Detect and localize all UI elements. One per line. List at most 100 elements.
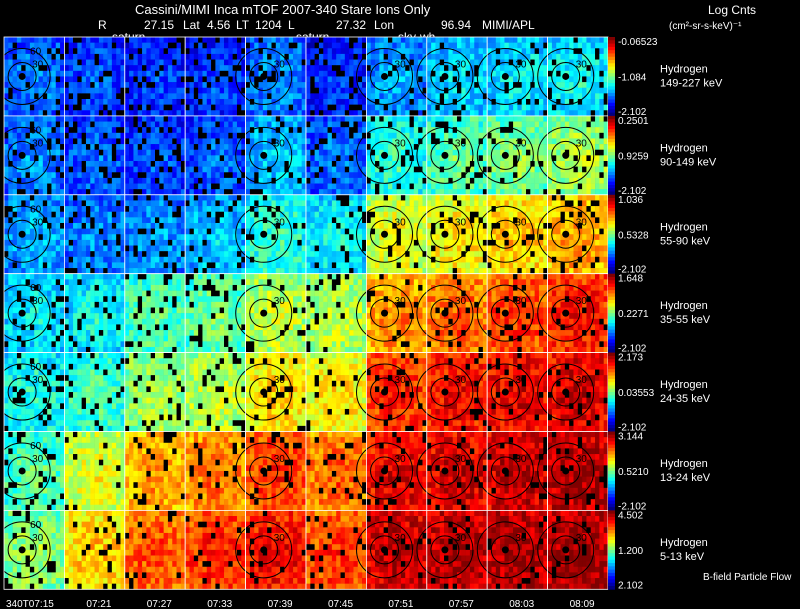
heatmap-cell <box>569 183 574 190</box>
heatmap-cell <box>387 53 393 60</box>
heatmap-cell <box>47 251 52 258</box>
heatmap-cell <box>116 155 121 162</box>
heatmap-cell <box>103 93 108 100</box>
heatmap-cell <box>107 268 113 274</box>
heatmap-cell <box>155 251 160 258</box>
heatmap-cell <box>280 110 285 117</box>
heatmap-cell <box>219 59 225 66</box>
heatmap-cell <box>508 42 514 49</box>
heatmap-cell <box>336 37 341 43</box>
heatmap-cell <box>120 217 126 224</box>
heatmap-cell <box>569 53 574 60</box>
heatmap-cell <box>280 76 285 83</box>
heatmap-cell <box>336 87 341 94</box>
heatmap-cell <box>306 172 311 179</box>
heatmap-cell <box>198 37 203 43</box>
heatmap-cell <box>29 37 35 43</box>
heatmap-cell <box>310 160 315 167</box>
heatmap-cell <box>124 239 130 246</box>
heatmap-cell <box>448 155 453 162</box>
heatmap-cell <box>249 262 255 269</box>
heatmap-cell <box>577 93 583 100</box>
heatmap-cell <box>16 155 22 162</box>
heatmap-cell <box>116 194 121 201</box>
heatmap-cell <box>176 132 182 139</box>
heatmap-cell <box>245 262 251 269</box>
heatmap-cell <box>98 189 104 196</box>
heatmap-cell <box>465 155 471 162</box>
heatmap-cell <box>133 42 139 49</box>
heatmap-cell <box>236 228 242 235</box>
heatmap-cell <box>241 217 246 224</box>
heatmap-cell <box>94 59 100 66</box>
heatmap-cell <box>262 127 268 134</box>
heatmap-cell <box>219 206 225 213</box>
heatmap-cell <box>513 177 518 184</box>
heatmap-cell <box>73 59 78 66</box>
heatmap-cell <box>582 160 587 167</box>
heatmap-cell <box>219 53 225 60</box>
heatmap-cell <box>577 37 583 43</box>
heatmap-cell <box>258 222 264 229</box>
heatmap-cell <box>55 268 61 274</box>
heatmap-cell <box>150 217 156 224</box>
heatmap-cell <box>564 160 570 167</box>
heatmap-cell <box>487 104 492 111</box>
heatmap-cell <box>267 121 272 128</box>
heatmap-cell <box>12 48 18 55</box>
heatmap-cell <box>185 87 190 94</box>
heatmap-cell <box>469 172 475 179</box>
heatmap-cell <box>547 76 553 83</box>
heatmap-cell <box>469 98 475 105</box>
heatmap-cell <box>331 53 337 60</box>
heatmap-cell <box>482 149 488 156</box>
heatmap-cell <box>344 149 350 156</box>
heatmap-cell <box>107 189 113 196</box>
heatmap-cell <box>120 132 126 139</box>
heatmap-cell <box>38 42 44 49</box>
heatmap-cell <box>353 121 359 128</box>
heatmap-cell <box>469 59 475 66</box>
heatmap-cell <box>375 37 380 43</box>
heatmap-cell <box>137 239 143 246</box>
heatmap-cell <box>375 98 380 105</box>
heatmap-cell <box>513 172 518 179</box>
heatmap-cell <box>582 104 587 111</box>
heatmap-cell <box>538 160 544 167</box>
heatmap-cell <box>409 149 415 156</box>
heatmap-cell <box>103 262 108 269</box>
heatmap-cell <box>439 177 445 184</box>
heatmap-cell <box>340 70 346 77</box>
heatmap-cell <box>73 144 78 151</box>
heatmap-cell <box>16 98 22 105</box>
heatmap-cell <box>487 82 492 89</box>
heatmap-cell <box>400 59 406 66</box>
heatmap-cell <box>137 166 143 173</box>
heatmap-cell <box>431 172 436 179</box>
heatmap-cell <box>327 104 333 111</box>
heatmap-cell <box>409 177 415 184</box>
heatmap-cell <box>55 177 61 184</box>
heatmap-cell <box>215 87 221 94</box>
heatmap-cell <box>64 206 70 213</box>
heatmap-cell <box>569 87 574 94</box>
heatmap-cell <box>495 115 501 122</box>
heatmap-cell <box>275 93 281 100</box>
heatmap-cell <box>461 82 466 89</box>
heatmap-cell <box>560 155 566 162</box>
heatmap-cell <box>271 228 277 235</box>
heatmap-cell <box>482 189 488 196</box>
heatmap-cell <box>81 189 87 196</box>
heatmap-cell <box>331 82 337 89</box>
heatmap-cell <box>103 138 108 145</box>
heatmap-cell <box>457 59 462 66</box>
heatmap-cell <box>327 155 333 162</box>
heatmap-cell <box>211 206 216 213</box>
heatmap-cell <box>150 42 156 49</box>
heatmap-cell <box>155 82 160 89</box>
pitch-contour-30 <box>249 140 279 170</box>
heatmap-cell <box>586 172 592 179</box>
heatmap-cell <box>547 42 553 49</box>
heatmap-cell <box>245 53 251 60</box>
heatmap-cell <box>172 82 177 89</box>
